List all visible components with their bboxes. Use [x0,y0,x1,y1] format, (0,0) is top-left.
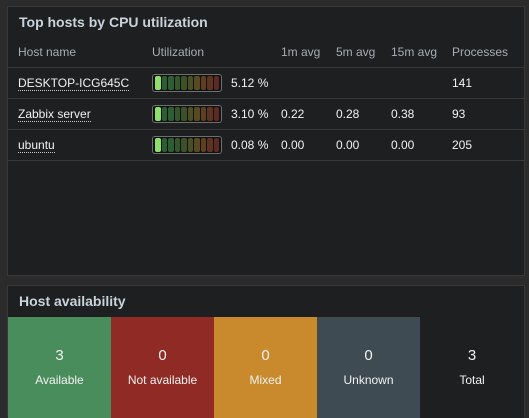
utilization-bar-segment [181,138,187,152]
column-header-5m-avg[interactable]: 5m avg [336,37,391,68]
tile-count: 3 [467,347,477,364]
hosts-table: Host name Utilization 1m avg 5m avg 15m … [8,37,524,161]
utilization-bar-segment [207,107,213,121]
utilization-bar-segment [181,107,187,121]
utilization-value: 0.08 % [231,138,269,152]
avg-5m-value [336,67,391,99]
tile-label: Mixed [249,373,282,387]
table-row: DESKTOP-ICG645C 5.12 % 141 [8,67,524,99]
availability-tiles: 3 Available 0 Not available 0 Mixed 0 Un… [8,317,524,418]
utilization-bar-segment [187,76,193,90]
tile-count: 0 [158,347,167,364]
widget-title: Top hosts by CPU utilization [19,14,208,30]
utilization-bar-segment [200,76,206,90]
avg-15m-value: 0.38 [391,98,452,130]
utilization-bar-segment [168,76,174,90]
widget-title: Host availability [19,293,126,309]
tile-label: Not available [127,373,198,387]
column-header-host-name[interactable]: Host name [8,37,152,68]
utilization-bar [152,105,222,123]
avg-5m-value: 0.28 [336,98,391,130]
column-header-15m-avg[interactable]: 15m avg [391,37,452,68]
utilization-bar-segment [213,107,219,121]
utilization-bar-segment [207,138,213,152]
avg-15m-value: 0.00 [391,129,452,161]
utilization-bar-segment [200,138,206,152]
column-header-utilization[interactable]: Utilization [152,37,281,68]
utilization-bar-segment [194,76,200,90]
utilization-bar-segment [155,107,161,121]
utilization-value: 5.12 % [231,76,269,90]
utilization-value: 3.10 % [231,107,269,121]
utilization-bar-segment [168,107,174,121]
tile-count: 0 [364,347,373,364]
utilization-bar-segment [174,107,180,121]
column-header-1m-avg[interactable]: 1m avg [281,37,336,68]
utilization-bar-segment [174,138,180,152]
tile-label: Unknown [343,373,394,387]
utilization-bar-segment [207,76,213,90]
cpu-utilization-widget: Top hosts by CPU utilization Host name U… [7,6,525,276]
tile-count: 3 [55,347,64,364]
utilization-bar-segment [200,107,206,121]
utilization-bar-segment [187,107,193,121]
utilization-bar-segment [174,76,180,90]
utilization-bar-segment [181,76,187,90]
column-header-processes[interactable]: Processes [452,37,524,68]
utilization-bar-segment [161,138,167,152]
utilization-bar-segment [155,138,161,152]
host-link[interactable]: DESKTOP-ICG645C [18,76,130,91]
utilization-bar-segment [213,76,219,90]
tile-label: Total [459,373,485,387]
avg-1m-value [281,67,336,99]
processes-value: 141 [452,67,524,99]
tile-total[interactable]: 3 Total [420,317,524,418]
processes-value: 93 [452,98,524,130]
utilization-bar-segment [155,76,161,90]
utilization-bar-segment [187,138,193,152]
tile-label: Available [35,373,84,387]
utilization-bar [152,136,222,154]
tile-mixed[interactable]: 0 Mixed [214,317,317,418]
utilization-bar-segment [213,138,219,152]
avg-1m-value: 0.00 [281,129,336,161]
utilization-bar-segment [168,138,174,152]
tile-not-available[interactable]: 0 Not available [111,317,214,418]
utilization-bar-segment [161,107,167,121]
utilization-bar-segment [194,107,200,121]
utilization-bar-segment [194,138,200,152]
avg-1m-value: 0.22 [281,98,336,130]
avg-15m-value [391,67,452,99]
tile-available[interactable]: 3 Available [8,317,111,418]
host-link[interactable]: ubuntu [18,138,55,153]
table-header-row: Host name Utilization 1m avg 5m avg 15m … [8,37,524,68]
table-row: ubuntu 0.08 % 0.00 0.00 0.00 205 [8,129,524,161]
tile-unknown[interactable]: 0 Unknown [317,317,420,418]
tile-count: 0 [261,347,270,364]
processes-value: 205 [452,129,524,161]
utilization-bar [152,74,222,92]
utilization-bar-segment [161,76,167,90]
table-row: Zabbix server 3.10 % 0.22 0.28 0.38 93 [8,98,524,130]
host-availability-widget: Host availability 3 Available 0 Not avai… [7,285,525,418]
avg-5m-value: 0.00 [336,129,391,161]
host-link[interactable]: Zabbix server [18,107,91,122]
